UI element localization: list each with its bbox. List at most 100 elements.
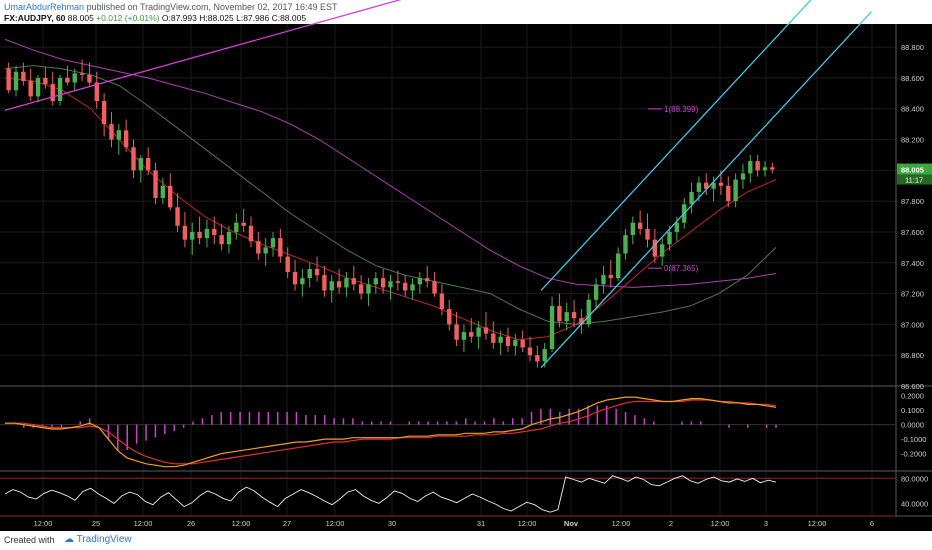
tradingview-logo[interactable]: ☁ TradingView — [64, 534, 132, 545]
candle-body — [498, 336, 503, 343]
time-tick-label: Nov — [564, 519, 579, 528]
publish-info: published on TradingView.com, November 0… — [86, 2, 338, 12]
candle-body — [608, 275, 613, 279]
price-tick-label: 87.200 — [901, 290, 924, 299]
candle-body — [153, 170, 158, 199]
channel-lines[interactable] — [4, 0, 872, 368]
candle-body — [513, 339, 518, 346]
candle-body — [241, 222, 246, 226]
candle-body — [711, 182, 716, 189]
price-tick-label: 87.000 — [901, 320, 924, 329]
candle-body — [278, 238, 283, 257]
rsi-tick-label: 40.0000 — [901, 499, 928, 508]
rsi-line — [4, 475, 777, 513]
candle-body — [116, 130, 122, 140]
candle-body — [425, 278, 430, 282]
price-tick-label: 88.400 — [901, 105, 924, 114]
candle-body — [212, 228, 217, 236]
symbol-line: FX:AUDJPY, 60 88.005 +0.012 (+0.01%) O:8… — [4, 13, 306, 23]
candle-body — [123, 130, 129, 148]
price-tick-label: 87.400 — [901, 259, 924, 268]
candle-body — [674, 222, 680, 232]
symbol-label[interactable]: FX:AUDJPY, 60 — [4, 13, 66, 23]
candle-body — [263, 247, 268, 254]
candle-body — [740, 173, 746, 180]
candle-body — [402, 282, 408, 291]
price-tick-label: 88.800 — [901, 43, 924, 52]
tradingview-brand: TradingView — [76, 534, 132, 545]
time-tick-label: 12:00 — [232, 519, 251, 528]
candle-body — [476, 327, 481, 337]
candle-body — [373, 278, 379, 285]
price-axis[interactable]: 88.80088.60088.40088.20088.00087.80087.6… — [897, 43, 932, 508]
candle-body — [160, 185, 166, 199]
chart-grid — [0, 24, 896, 516]
candle-body — [748, 161, 753, 174]
price-tick-label: 86.800 — [901, 351, 924, 360]
drawn-line-1 — [540, 0, 812, 291]
candle-body — [395, 281, 401, 283]
time-tick-label: 12:00 — [711, 519, 730, 528]
candle-body — [469, 332, 474, 337]
candle-body — [755, 161, 760, 171]
candle-body — [43, 77, 48, 85]
candle-body — [35, 77, 41, 97]
candle-body — [571, 312, 577, 319]
candle-body — [454, 324, 459, 340]
macd-tick-label: -0.2000 — [901, 450, 926, 459]
candle-body — [138, 158, 144, 171]
macd-tick-label: 0.2000 — [901, 392, 924, 401]
fib-annotations: 1(88.399) 0(87.365) — [648, 105, 699, 273]
candle-body — [285, 256, 290, 273]
candle-body — [329, 281, 334, 291]
candle-body — [586, 299, 591, 325]
candle-body — [366, 284, 371, 294]
fib-level-label: 0(87.365) — [664, 264, 699, 273]
candle-body — [601, 275, 606, 285]
candle-body — [718, 182, 724, 186]
candle-body — [630, 222, 636, 236]
high-value: H:88.025 — [199, 13, 234, 23]
candle-body — [270, 238, 276, 248]
candle-body — [28, 80, 33, 97]
candle-body — [190, 231, 195, 240]
candle-body — [417, 278, 423, 285]
time-tick-label: 12:00 — [34, 519, 53, 528]
candle-body — [322, 275, 327, 291]
macd-tick-label: 0.0000 — [901, 421, 924, 430]
candle-body — [300, 278, 305, 285]
macd-line — [5, 396, 777, 468]
candle-body — [615, 253, 621, 279]
candle-body — [182, 225, 188, 240]
candle-body — [652, 239, 658, 257]
candle-body — [726, 185, 731, 202]
candle-body — [248, 225, 254, 242]
candle-body — [564, 312, 569, 322]
candle-body — [491, 333, 496, 343]
time-tick-label: 12:00 — [326, 519, 345, 528]
countdown-label: 11:17 — [905, 176, 923, 185]
candle-body — [307, 268, 312, 279]
candle-body — [579, 318, 584, 325]
candle-body — [101, 101, 107, 125]
macd-tick-label: -0.1000 — [901, 435, 926, 444]
candle-body — [704, 182, 709, 189]
time-axis[interactable]: 12:00 25 12:00 26 12:00 27 12:00 30 31 12:00 Nov 12… — [34, 519, 874, 528]
price-tick-label: 86.600 — [901, 382, 924, 391]
macd-tick-label: 0.1000 — [901, 406, 924, 415]
candle-body — [79, 73, 85, 75]
drawn-line-2 — [4, 0, 402, 111]
author-link[interactable]: UmarAbdurRehman — [4, 2, 85, 12]
created-with-label: Created with — [4, 535, 55, 545]
candle-body — [336, 281, 342, 288]
time-tick-label: 12:00 — [612, 519, 631, 528]
price-tick-label: 88.200 — [901, 136, 924, 145]
candle-body — [447, 308, 452, 325]
candle-body — [645, 228, 650, 240]
time-tick-label: 27 — [283, 519, 291, 528]
price-chart[interactable]: 1(88.399) 0(87.365) 88.800 88.600 88.400 88.… — [0, 0, 932, 531]
last-price-badge-label: 88.005 — [901, 166, 924, 175]
candle-body — [145, 158, 151, 171]
chart-header: UmarAbdurRehman published on TradingView… — [0, 0, 932, 24]
candle-body — [94, 82, 99, 102]
